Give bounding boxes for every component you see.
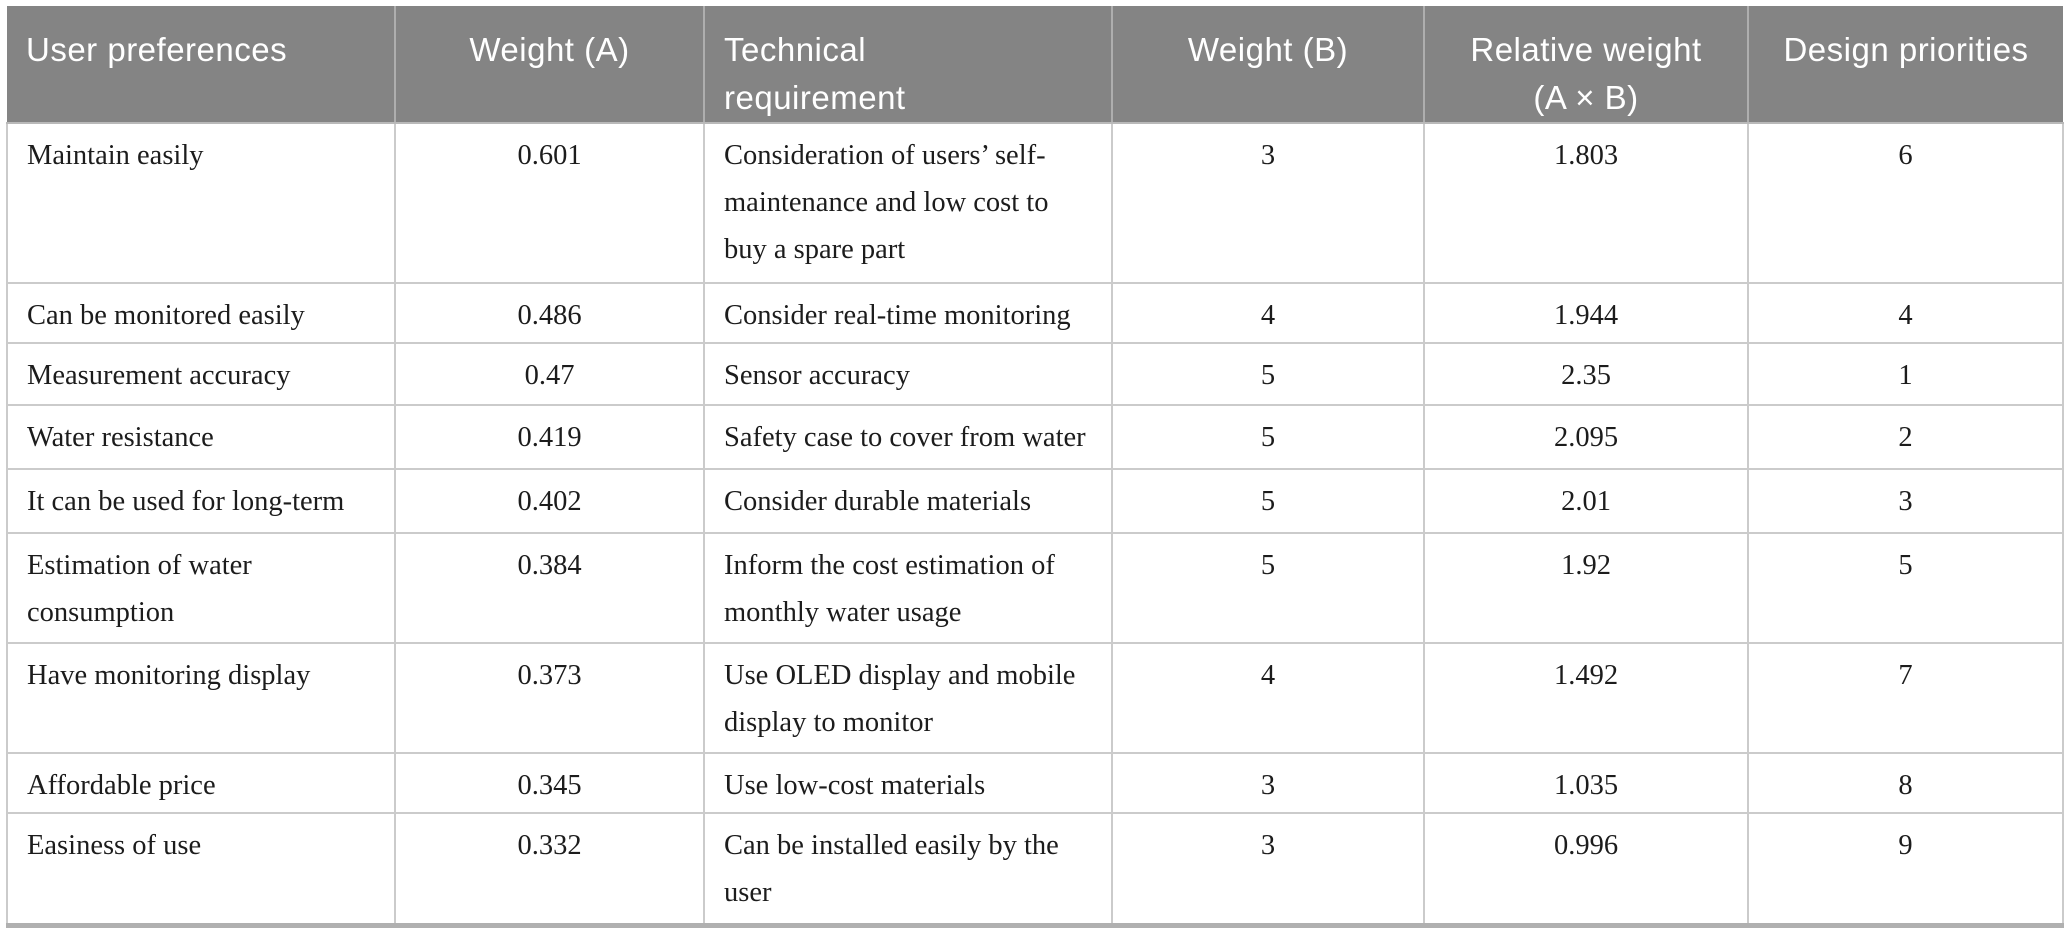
column-header-weight-b: Weight (B) <box>1112 6 1425 124</box>
table-row: Measurement accuracy 0.47 Sensor accurac… <box>6 342 2064 406</box>
cell-design-priority: 7 <box>1747 642 2064 754</box>
cell-user-preference: Can be monitored easily <box>6 282 396 344</box>
cell-weight-a: 0.419 <box>394 404 705 470</box>
table-row: Affordable price 0.345 Use low-cost mate… <box>6 752 2064 814</box>
column-header-technical-requirement: Technical requirement <box>704 6 1113 124</box>
cell-user-preference: Easiness of use <box>6 812 396 928</box>
cell-design-priority: 8 <box>1747 752 2064 814</box>
table-row: Water resistance 0.419 Safety case to co… <box>6 404 2064 470</box>
cell-weight-a: 0.402 <box>394 468 705 534</box>
cell-weight-a: 0.332 <box>394 812 705 928</box>
table-row: It can be used for long-term 0.402 Consi… <box>6 468 2064 534</box>
cell-user-preference: Maintain easily <box>6 122 396 284</box>
cell-weight-b: 5 <box>1111 342 1425 406</box>
cell-user-preference: Have monitoring display <box>6 642 396 754</box>
table-row: Have monitoring display 0.373 Use OLED d… <box>6 642 2064 754</box>
table-row: Easiness of use 0.332 Can be installed e… <box>6 812 2064 928</box>
header-row: User preferences Weight (A) Technical re… <box>7 6 2063 124</box>
cell-weight-a: 0.345 <box>394 752 705 814</box>
cell-technical-requirement: Consider durable materials <box>703 468 1113 534</box>
cell-weight-b: 3 <box>1111 752 1425 814</box>
cell-relative-weight: 2.095 <box>1423 404 1749 470</box>
table-row: Maintain easily 0.601 Consideration of u… <box>6 122 2064 284</box>
cell-weight-a: 0.384 <box>394 532 705 644</box>
cell-weight-b: 5 <box>1111 468 1425 534</box>
cell-relative-weight: 2.35 <box>1423 342 1749 406</box>
cell-technical-requirement: Use low-cost materials <box>703 752 1113 814</box>
cell-design-priority: 3 <box>1747 468 2064 534</box>
column-header-design-priorities: Design priorities <box>1748 6 2063 124</box>
cell-relative-weight: 1.035 <box>1423 752 1749 814</box>
cell-design-priority: 6 <box>1747 122 2064 284</box>
cell-user-preference: Water resistance <box>6 404 396 470</box>
cell-technical-requirement: Consider real-time monitoring <box>703 282 1113 344</box>
cell-user-preference: Affordable price <box>6 752 396 814</box>
table-row: Estimation of water consumption 0.384 In… <box>6 532 2064 644</box>
cell-technical-requirement: Consideration of users’ self- maintenanc… <box>703 122 1113 284</box>
cell-design-priority: 9 <box>1747 812 2064 928</box>
table-body: Maintain easily 0.601 Consideration of u… <box>6 122 2064 928</box>
column-header-relative-weight: Relative weight (A × B) <box>1424 6 1749 124</box>
cell-relative-weight: 1.944 <box>1423 282 1749 344</box>
cell-weight-b: 5 <box>1111 532 1425 644</box>
cell-technical-requirement: Use OLED display and mobile display to m… <box>703 642 1113 754</box>
cell-weight-a: 0.47 <box>394 342 705 406</box>
table-row: Can be monitored easily 0.486 Consider r… <box>6 282 2064 344</box>
qfd-table: User preferences Weight (A) Technical re… <box>6 6 2064 928</box>
cell-relative-weight: 2.01 <box>1423 468 1749 534</box>
cell-weight-a: 0.601 <box>394 122 705 284</box>
cell-technical-requirement: Safety case to cover from water <box>703 404 1113 470</box>
cell-relative-weight: 1.92 <box>1423 532 1749 644</box>
cell-relative-weight: 1.803 <box>1423 122 1749 284</box>
table-header: User preferences Weight (A) Technical re… <box>7 6 2063 124</box>
cell-relative-weight: 0.996 <box>1423 812 1749 928</box>
column-header-user-preferences: User preferences <box>7 6 396 124</box>
cell-user-preference: Estimation of water consumption <box>6 532 396 644</box>
cell-technical-requirement: Sensor accuracy <box>703 342 1113 406</box>
cell-user-preference: It can be used for long-term <box>6 468 396 534</box>
cell-design-priority: 5 <box>1747 532 2064 644</box>
cell-relative-weight: 1.492 <box>1423 642 1749 754</box>
cell-weight-b: 3 <box>1111 812 1425 928</box>
cell-weight-b: 4 <box>1111 282 1425 344</box>
column-header-weight-a: Weight (A) <box>395 6 705 124</box>
cell-weight-a: 0.373 <box>394 642 705 754</box>
cell-design-priority: 4 <box>1747 282 2064 344</box>
cell-user-preference: Measurement accuracy <box>6 342 396 406</box>
cell-weight-b: 3 <box>1111 122 1425 284</box>
cell-technical-requirement: Inform the cost estimation of monthly wa… <box>703 532 1113 644</box>
cell-weight-a: 0.486 <box>394 282 705 344</box>
cell-design-priority: 2 <box>1747 404 2064 470</box>
cell-technical-requirement: Can be installed easily by the user <box>703 812 1113 928</box>
cell-design-priority: 1 <box>1747 342 2064 406</box>
cell-weight-b: 4 <box>1111 642 1425 754</box>
cell-weight-b: 5 <box>1111 404 1425 470</box>
